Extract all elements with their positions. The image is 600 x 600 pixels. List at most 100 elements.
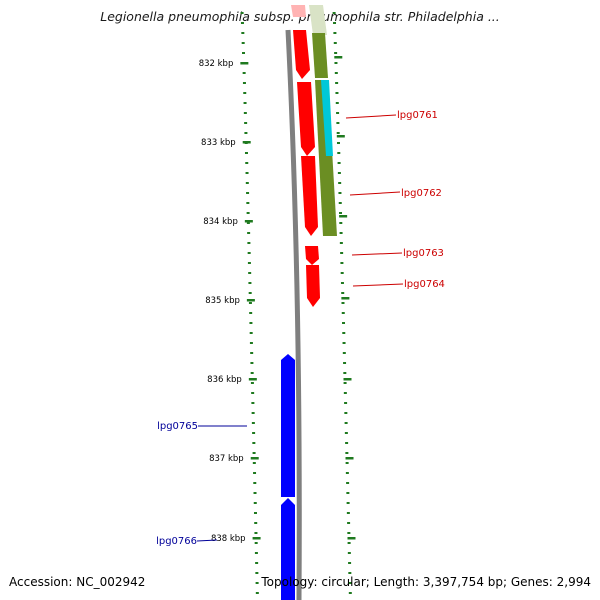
ruler-minor-tick: [334, 72, 338, 74]
gene-label-lpg0761[interactable]: lpg0761: [397, 110, 438, 121]
ruler-minor-tick: [333, 42, 337, 44]
ruler-minor-tick: [348, 572, 352, 574]
ruler-minor-tick: [246, 222, 250, 224]
ruler-minor-tick: [243, 112, 247, 114]
ruler-minor-tick: [337, 152, 341, 154]
ruler-minor-tick: [339, 212, 343, 214]
ruler-minor-tick: [244, 132, 248, 134]
ruler-label: 834 kbp: [203, 217, 238, 227]
ruler-minor-tick: [249, 332, 253, 334]
ruler-minor-tick: [344, 432, 348, 434]
ruler-minor-tick: [336, 122, 340, 124]
ruler-minor-tick: [247, 262, 251, 264]
ruler-minor-tick: [345, 452, 349, 454]
ruler-label: 837 kbp: [209, 454, 244, 464]
ruler-minor-tick: [248, 292, 252, 294]
gene-label-lpg0762[interactable]: lpg0762: [401, 188, 442, 199]
ruler-minor-tick: [345, 442, 349, 444]
ruler-minor-tick: [346, 512, 350, 514]
ruler-major-tick: [248, 378, 257, 381]
ruler-minor-tick: [253, 512, 257, 514]
gene-label-lpg0765[interactable]: lpg0765: [157, 421, 198, 432]
ruler-minor-tick: [337, 172, 341, 174]
ruler-major-tick: [246, 299, 255, 302]
ruler-minor-tick: [340, 262, 344, 264]
ruler-minor-tick: [342, 322, 346, 324]
ruler-minor-tick: [252, 432, 256, 434]
gene-label-leader: [345, 114, 397, 119]
ruler-minor-tick: [342, 332, 346, 334]
ruler-minor-tick: [240, 12, 244, 14]
ruler-minor-tick: [250, 382, 254, 384]
ruler-label: 835 kbp: [205, 296, 240, 306]
ruler-minor-tick: [344, 402, 348, 404]
ruler-minor-tick: [250, 352, 254, 354]
ruler-minor-tick: [347, 542, 351, 544]
forward-gene-4[interactable]: [301, 156, 318, 236]
ruler-label: 838 kbp: [211, 534, 246, 544]
topology-text: Topology: circular; Length: 3,397,754 bp…: [261, 575, 591, 589]
ruler-minor-tick: [336, 142, 340, 144]
ruler-major-tick: [343, 378, 352, 381]
ruler-minor-tick: [254, 522, 258, 524]
ruler-minor-tick: [248, 272, 252, 274]
misc-feature: [312, 33, 328, 78]
ruler-minor-tick: [245, 182, 249, 184]
ruler-minor-tick: [251, 392, 255, 394]
ruler-major-tick: [339, 215, 348, 218]
ruler-major-tick: [336, 135, 345, 138]
ruler-minor-tick: [340, 282, 344, 284]
gene-labels: lpg0761 lpg0762 lpg0763 lpg0764 lpg0765 lpg07…: [156, 110, 445, 547]
ruler-minor-tick: [249, 312, 253, 314]
gene-label-lpg0764[interactable]: lpg0764: [404, 279, 445, 290]
ruler-labels: 832 kbp 833 kbp 834 kbp 835 kbp 836 kbp 837 k…: [199, 59, 246, 544]
misc-feature: [315, 80, 337, 236]
ruler-minor-tick: [242, 82, 246, 84]
ruler-minor-tick: [252, 452, 256, 454]
ruler-major-tick: [250, 457, 259, 460]
forward-gene-2[interactable]: [293, 30, 310, 79]
gene-label-leader: [352, 283, 404, 287]
ruler-minor-tick: [333, 32, 337, 34]
ruler-minor-tick: [254, 552, 258, 554]
misc-feature-cyan: [321, 80, 333, 156]
gene-track: [281, 5, 320, 600]
gene-label-lpg0763[interactable]: lpg0763: [403, 248, 444, 259]
genome-backbone: [285, 29, 302, 600]
forward-gene-1[interactable]: [291, 5, 306, 17]
forward-gene-5[interactable]: [305, 246, 319, 265]
ruler-major-tick: [341, 297, 350, 300]
ruler-minor-tick: [243, 92, 247, 94]
ruler-major-tick: [244, 220, 253, 223]
ruler-minor-tick: [253, 502, 257, 504]
ruler-minor-tick: [339, 242, 343, 244]
ruler-minor-tick: [348, 582, 352, 584]
ruler-minor-tick: [248, 302, 252, 304]
ruler-label: 833 kbp: [201, 138, 236, 148]
forward-gene-3[interactable]: [297, 82, 315, 156]
gene-label-leader: [196, 539, 218, 542]
ruler-minor-tick: [254, 532, 258, 534]
ruler-minor-tick: [245, 162, 249, 164]
ruler-minor-tick: [255, 562, 259, 564]
ruler-minor-tick: [252, 442, 256, 444]
gene-label-lpg0766[interactable]: lpg0766: [156, 536, 197, 547]
ruler-minor-tick: [339, 222, 343, 224]
forward-gene-6[interactable]: [306, 265, 320, 307]
ruler-major-tick: [240, 62, 249, 65]
ruler-minor-tick: [255, 572, 259, 574]
ruler-minor-tick: [345, 472, 349, 474]
feature-track: [309, 5, 337, 236]
reverse-gene-1[interactable]: [281, 354, 295, 497]
ruler-minor-tick: [346, 482, 350, 484]
ruler-minor-tick: [246, 212, 250, 214]
ruler-minor-tick: [240, 22, 244, 24]
ruler-minor-tick: [336, 132, 340, 134]
ruler-minor-tick: [248, 282, 252, 284]
ruler-minor-tick: [347, 522, 351, 524]
ruler-minor-tick: [243, 102, 247, 104]
ruler-minor-tick: [250, 362, 254, 364]
reverse-gene-2[interactable]: [281, 498, 295, 600]
ruler-major-tick: [334, 56, 343, 59]
ruler-minor-tick: [245, 172, 249, 174]
